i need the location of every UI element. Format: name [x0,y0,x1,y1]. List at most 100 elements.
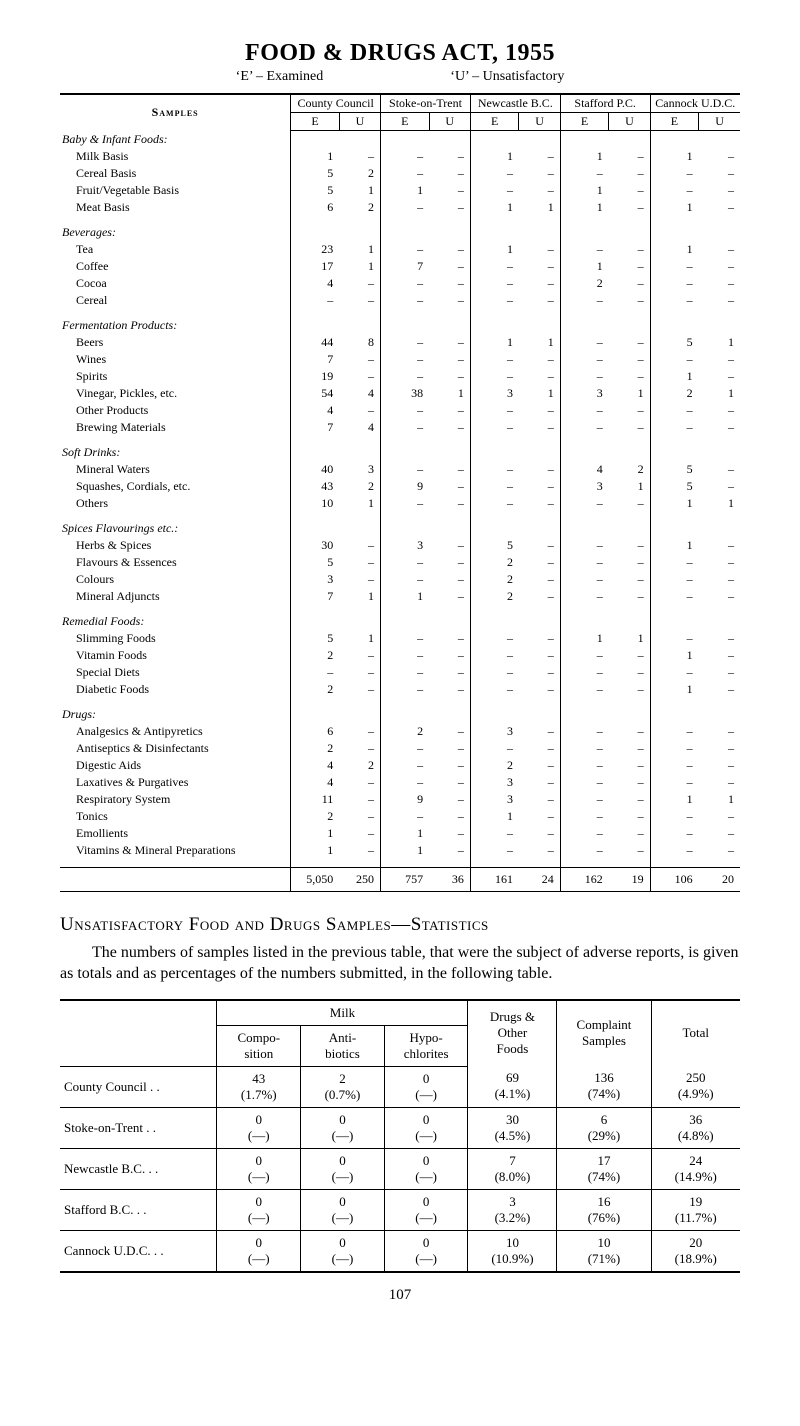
cell: – [429,292,470,309]
cell: – [381,419,430,436]
cell: 1 [560,630,609,647]
cell: 7 [291,588,340,605]
cell: – [429,478,470,495]
cell: – [609,664,650,681]
cell: – [699,588,740,605]
row-label: Fruit/Vegetable Basis [60,182,291,199]
table-row: Other Products4––––––––– [60,402,740,419]
cell: 36(4.8%) [651,1107,740,1148]
cell: – [650,842,699,859]
cell: – [339,723,380,740]
cell: – [381,461,430,478]
cell: – [519,791,560,808]
cell: – [429,723,470,740]
total-cell: 161 [470,867,519,891]
cell: 0(—) [384,1148,468,1189]
table-row: Vitamin Foods2–––––––1– [60,647,740,664]
cell: – [699,681,740,698]
row-label: Others [60,495,291,512]
cell: 38 [381,385,430,402]
cell: – [609,825,650,842]
cell: 7 [381,258,430,275]
cell: – [519,630,560,647]
cell: – [429,402,470,419]
cell: 11 [291,791,340,808]
cell: – [429,740,470,757]
eu-head: U [519,113,560,131]
cell: – [470,647,519,664]
cell: – [519,461,560,478]
cell: – [699,723,740,740]
cell: 24(14.9%) [651,1148,740,1189]
cell: 2 [470,554,519,571]
cell: – [339,402,380,419]
total-cell: 36 [429,867,470,891]
cell: – [470,258,519,275]
cell: 43(1.7%) [217,1066,301,1107]
cell: – [381,757,430,774]
cell: 2 [339,757,380,774]
row-label: Mineral Adjuncts [60,588,291,605]
cell: 2 [650,385,699,402]
cell: – [429,334,470,351]
cell: – [609,199,650,216]
row-label: Meat Basis [60,199,291,216]
cell: – [339,647,380,664]
cell: – [339,351,380,368]
cell: – [699,461,740,478]
section-paragraph: The numbers of samples listed in the pre… [60,942,740,985]
cell: 1 [470,199,519,216]
cell: – [560,588,609,605]
cell: 1 [470,808,519,825]
cell: – [470,182,519,199]
cell: – [339,571,380,588]
row-label: Wines [60,351,291,368]
cell: – [699,774,740,791]
cell: – [699,664,740,681]
cell: – [429,842,470,859]
cell: 6 [291,199,340,216]
cell: – [560,664,609,681]
cell: 4 [291,275,340,292]
cell: – [519,402,560,419]
cell: – [470,275,519,292]
cell: – [699,808,740,825]
cell: – [560,402,609,419]
cell: 0(—) [217,1107,301,1148]
eu-head: E [381,113,430,131]
cell: – [650,402,699,419]
cell: 3 [339,461,380,478]
cell: – [560,681,609,698]
cell: – [560,740,609,757]
table-row: Emollients1–1––––––– [60,825,740,842]
cell: 1 [429,385,470,402]
cell: 1 [560,148,609,165]
cell: – [609,757,650,774]
cell: – [650,740,699,757]
cell: 3 [470,723,519,740]
cell: – [519,368,560,385]
cell: – [560,571,609,588]
table-row: Spirits19–––––––1– [60,368,740,385]
cell: 4 [560,461,609,478]
cell: 16(76%) [557,1189,651,1230]
cell: 5 [291,182,340,199]
cell: – [429,647,470,664]
cell: 2 [560,275,609,292]
cell: – [609,419,650,436]
col-head-total: Total [651,1000,740,1067]
cell: – [470,478,519,495]
cell: – [429,165,470,182]
cell: 1 [699,385,740,402]
cell: 4 [291,757,340,774]
cell: – [609,537,650,554]
legend: ‘E’ – Examined ‘U’ – Unsatisfactory [60,69,740,85]
cell: – [519,825,560,842]
cell: 1 [560,199,609,216]
row-label: Spirits [60,368,291,385]
table-row: Mineral Waters403––––425– [60,461,740,478]
cell: – [609,334,650,351]
cell: – [381,334,430,351]
eu-head: U [699,113,740,131]
cell: – [609,148,650,165]
